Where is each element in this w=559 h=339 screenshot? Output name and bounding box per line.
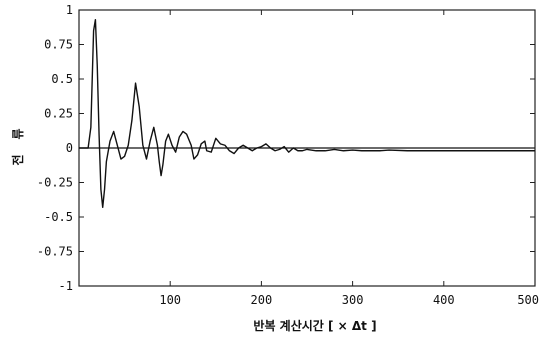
y-axis-title: 전류 [10,128,25,165]
y-tick-label: 0.75 [44,38,73,52]
x-axis-title: 반복 계산시간 [ × Δt ] [253,318,376,333]
x-tick-label: 300 [342,293,364,307]
y-tick-label: 1 [66,3,73,17]
y-tick-label: -0.75 [37,245,73,259]
x-tick-label: 400 [433,293,455,307]
x-tick-label: 100 [159,293,181,307]
axis-ticks [79,9,536,287]
y-tick-label: -1 [59,279,73,293]
x-tick-label: 500 [517,293,539,307]
y-tick-labels: 1 0.75 0.5 0.25 0 -0.25 -0.5 -0.75 -1 [37,3,73,293]
y-axis-title-char: 전 [10,154,25,165]
y-tick-label: 0.5 [51,72,73,86]
x-tick-label: 200 [251,293,273,307]
y-tick-label: 0.25 [44,107,73,121]
y-axis-title-char: 류 [11,128,25,139]
series-line [79,18,535,209]
y-tick-label: -0.5 [44,210,73,224]
x-tick-labels: 100 200 300 400 500 [159,293,539,307]
y-tick-label: -0.25 [37,176,73,190]
y-tick-label: 0 [66,141,73,155]
